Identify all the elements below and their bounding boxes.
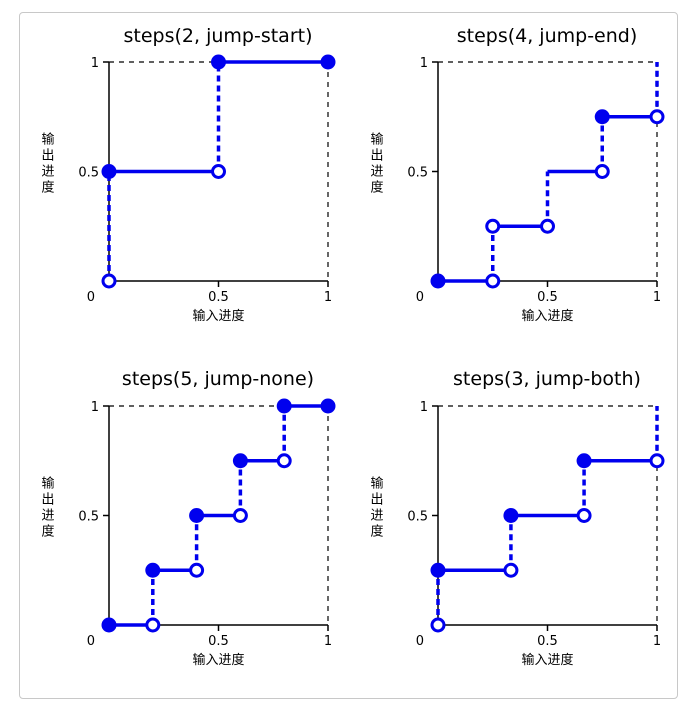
chart-2-y-axis-label: 输出进度 xyxy=(370,132,383,196)
chart-1-origin-label: 0 xyxy=(87,290,95,305)
chart-2-open-point-3 xyxy=(594,164,610,179)
chart-4-x-tick-label: 0.5 xyxy=(537,634,558,649)
chart-1-filled-point-2 xyxy=(320,54,336,70)
chart-1-open-point-0 xyxy=(101,273,117,289)
chart-2-origin-label: 0 xyxy=(416,290,424,305)
chart-1-x-tick-label: 1 xyxy=(324,290,332,305)
chart-2-title: steps(4, jump-end) xyxy=(457,25,638,47)
chart-4-filled-point-0 xyxy=(430,562,446,578)
chart-1-y-tick-label: 1 xyxy=(91,56,99,71)
chart-2-open-point-4 xyxy=(649,109,665,125)
chart-3-x-tick-label: 0.5 xyxy=(208,634,229,649)
chart-3-filled-point-4 xyxy=(276,398,292,414)
chart-3-open-point-1 xyxy=(189,562,205,578)
chart-4-filled-point-2 xyxy=(576,453,592,469)
chart-1-filled-point-1 xyxy=(211,54,226,70)
chart-3-y-axis-label: 输出进度 xyxy=(41,476,54,540)
chart-2-x-tick-label: 1 xyxy=(653,290,661,305)
chart-2-y-tick-label: 0.5 xyxy=(407,166,428,181)
chart-4-open-point-2 xyxy=(576,508,592,523)
chart-2-x-axis-label: 输入进度 xyxy=(521,308,573,324)
chart-1-y-tick-label: 0.5 xyxy=(78,166,99,181)
chart-3-open-point-2 xyxy=(232,508,248,523)
chart-4-open-point-0 xyxy=(430,617,446,633)
chart-4-x-axis-label: 输入进度 xyxy=(521,652,573,668)
chart-1-open-point-1 xyxy=(211,164,226,179)
chart-2: steps(4, jump-end) 0.5 1 1 0.5 0 输入进度 输出进度 xyxy=(370,25,665,324)
chart-3-filled-point-1 xyxy=(145,562,161,578)
chart-3-x-axis-label: 输入进度 xyxy=(192,652,244,668)
chart-4-open-point-3 xyxy=(649,453,665,469)
chart-4-origin-label: 0 xyxy=(416,634,424,649)
chart-1-y-axis-label: 输出进度 xyxy=(41,132,54,196)
chart-2-y-tick-label: 1 xyxy=(420,56,428,71)
chart-1-title: steps(2, jump-start) xyxy=(124,25,313,47)
chart-1-filled-point-0 xyxy=(101,164,117,179)
chart-1-x-axis-label: 输入进度 xyxy=(192,308,244,324)
chart-3-y-tick-label: 1 xyxy=(91,400,99,415)
chart-3-filled-point-3 xyxy=(232,453,248,469)
chart-2-open-point-2 xyxy=(540,218,555,234)
chart-3-title: steps(5, jump-none) xyxy=(122,368,314,390)
chart-3: steps(5, jump-none) 0.5 1 1 0.5 0 输入进度 输出进度 xyxy=(41,368,336,668)
chart-3-open-point-3 xyxy=(276,453,292,469)
figure-frame xyxy=(19,12,678,699)
chart-2-open-point-1 xyxy=(485,218,501,234)
chart-1-x-tick-label: 0.5 xyxy=(208,290,229,305)
chart-4-y-tick-label: 0.5 xyxy=(407,510,428,525)
chart-4-open-point-1 xyxy=(503,562,519,578)
chart-4-filled-point-1 xyxy=(503,508,519,523)
chart-2-open-point-0 xyxy=(485,273,501,289)
chart-3-origin-label: 0 xyxy=(87,634,95,649)
chart-2-filled-point-0 xyxy=(430,273,446,289)
chart-2-x-tick-label: 0.5 xyxy=(537,290,558,305)
chart-3-filled-point-5 xyxy=(320,398,336,414)
chart-4-y-tick-label: 1 xyxy=(420,400,428,415)
chart-1: steps(2, jump-start) 0.5 1 1 0.5 0 输入进度 输出进度 xyxy=(41,25,336,324)
chart-3-open-point-0 xyxy=(145,617,161,633)
chart-4-title: steps(3, jump-both) xyxy=(453,368,641,390)
chart-3-y-tick-label: 0.5 xyxy=(78,510,99,525)
chart-3-filled-point-2 xyxy=(189,508,205,523)
chart-3-filled-point-0 xyxy=(101,617,117,633)
chart-2-filled-point-1 xyxy=(594,109,610,125)
chart-4: steps(3, jump-both) 0.5 1 1 0.5 0 输入进度 输出进度 xyxy=(370,368,665,668)
chart-3-x-tick-label: 1 xyxy=(324,634,332,649)
chart-4-y-axis-label: 输出进度 xyxy=(370,476,383,540)
chart-4-x-tick-label: 1 xyxy=(653,634,661,649)
